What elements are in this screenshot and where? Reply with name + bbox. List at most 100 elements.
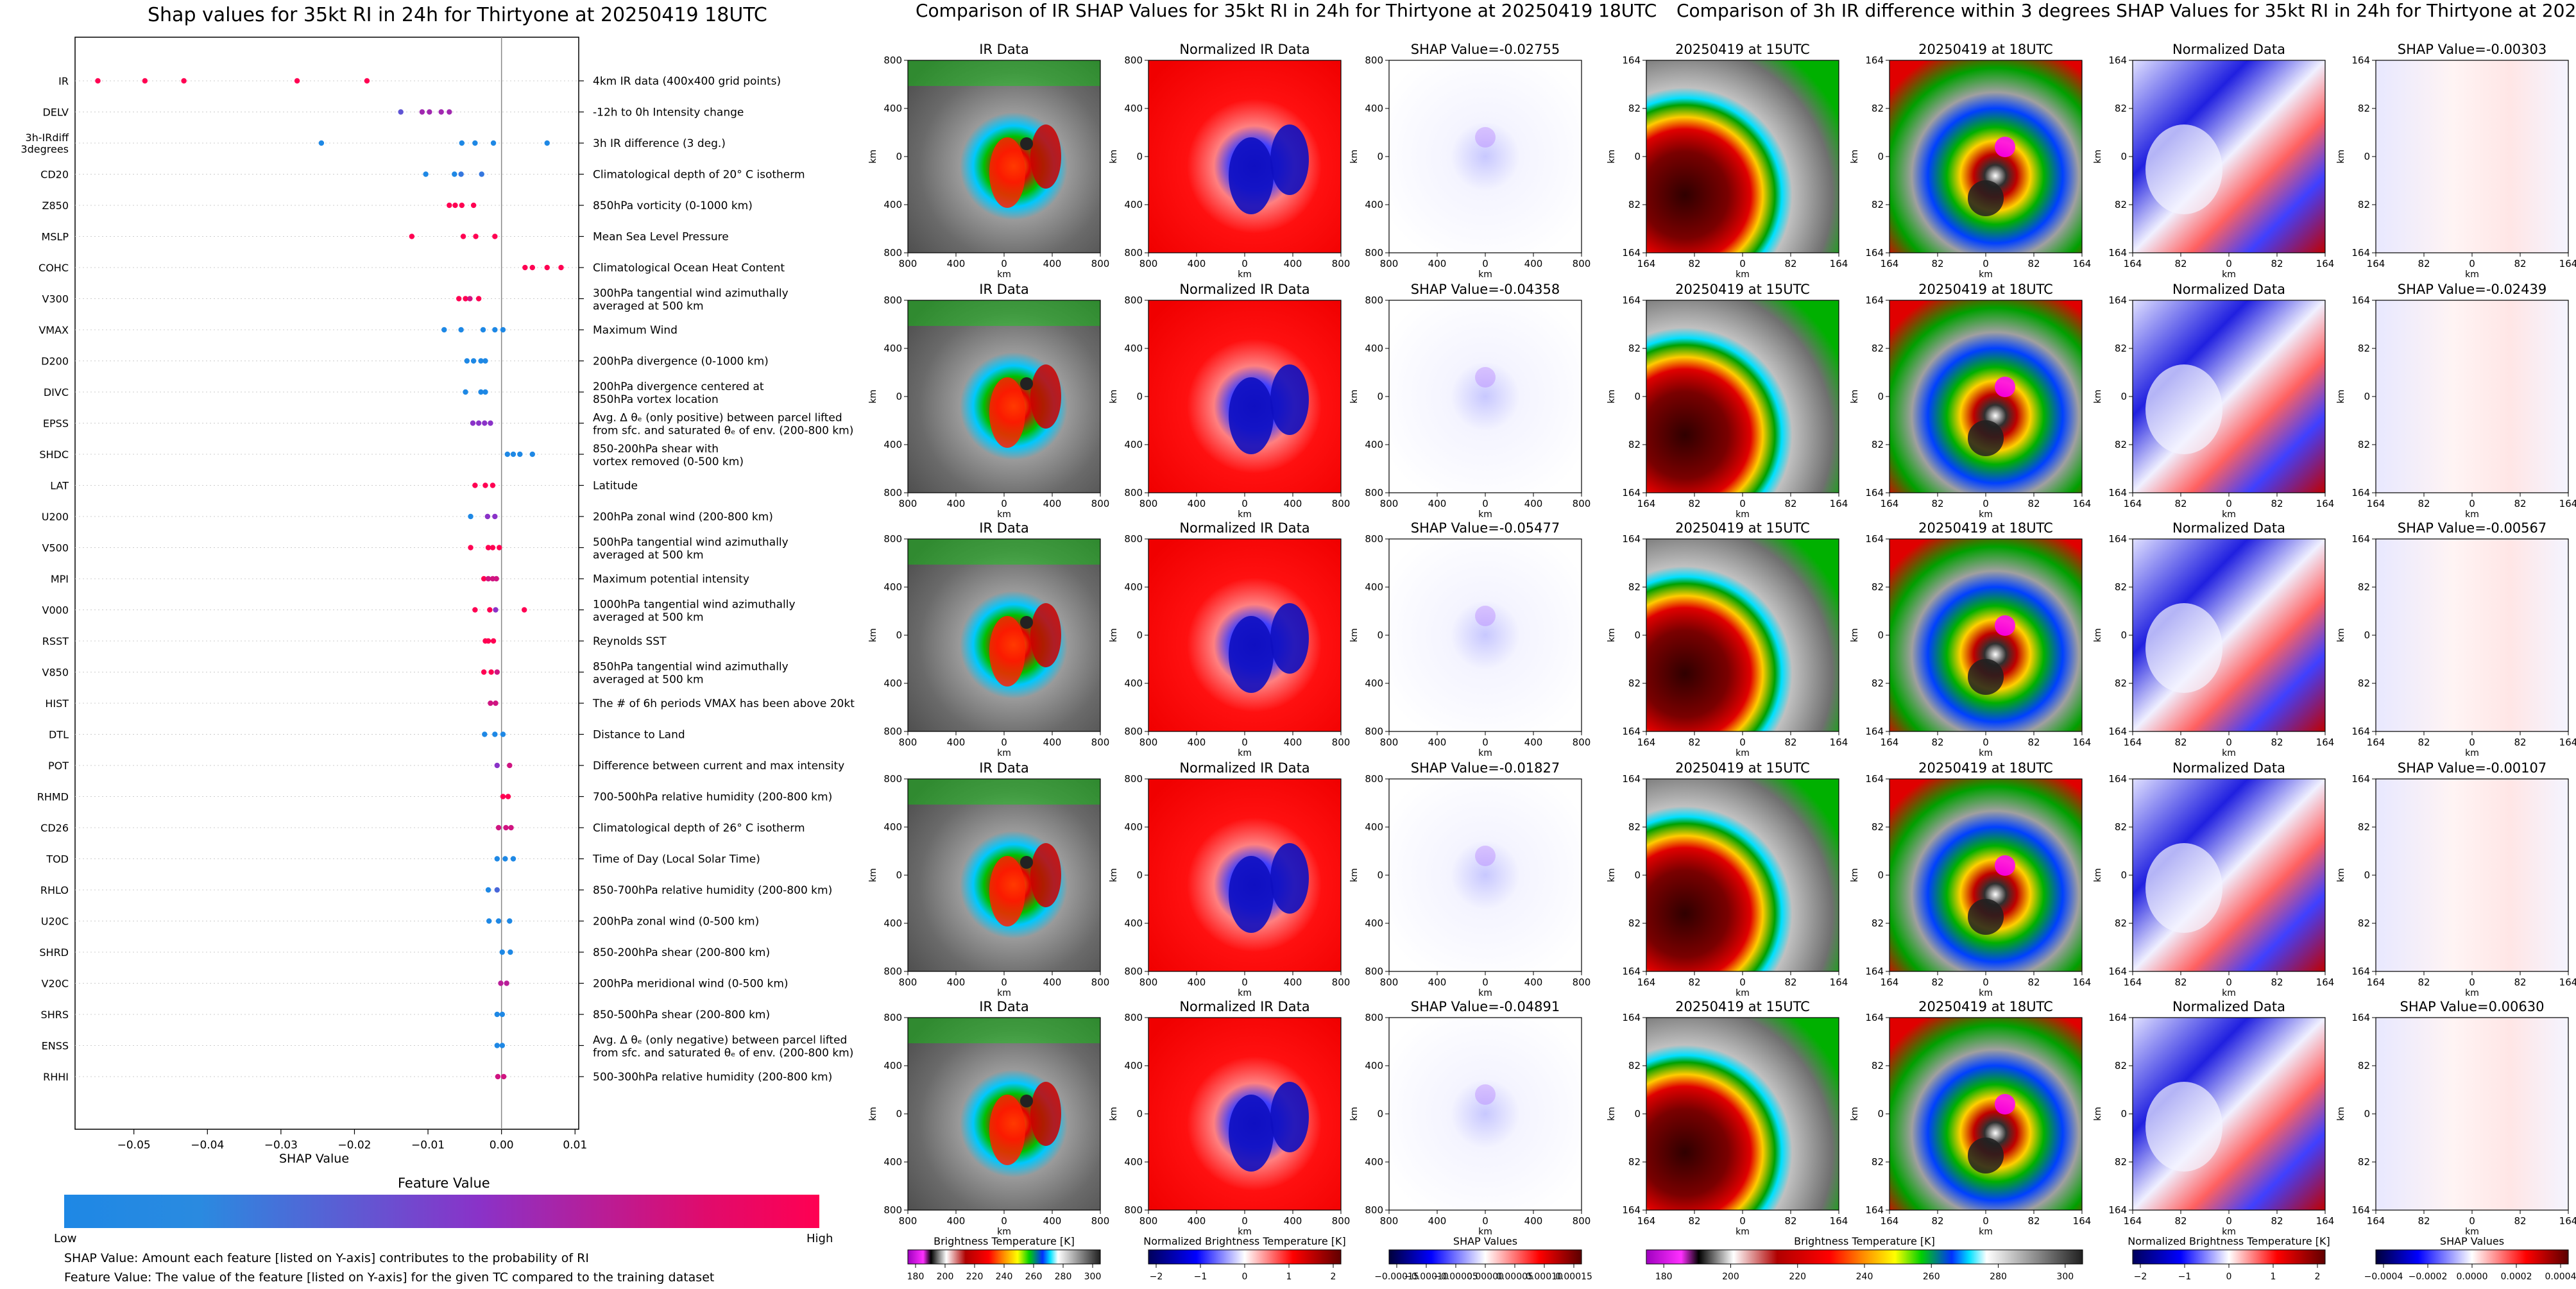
feature-label: EPSS — [43, 418, 69, 430]
colorbar-tick-label: 2 — [1331, 1272, 1336, 1282]
shap-point — [492, 234, 498, 239]
colorbar-tick-label: 240 — [996, 1272, 1013, 1282]
storm-eye — [1020, 1095, 1033, 1107]
feature-label: V000 — [42, 604, 69, 617]
normalized-ir-panel-title: Normalized IR Data — [1179, 999, 1309, 1014]
x-tick-label: 82 — [2514, 1215, 2526, 1227]
colorbar-tick-label: 220 — [966, 1272, 984, 1282]
north-convection-band — [908, 60, 1100, 86]
y-tick-label: 800 — [1365, 55, 1383, 66]
normalized-ir-panel-title: Normalized IR Data — [1179, 282, 1309, 297]
shap-point — [499, 949, 506, 955]
y-axis-label: km — [1607, 628, 1617, 642]
x-tick-label: 164 — [2073, 1215, 2092, 1227]
x-tick-label: 0 — [1482, 498, 1488, 509]
y-tick-label: 0 — [2364, 869, 2370, 881]
shap-point — [479, 171, 484, 177]
y-tick-label: 0 — [1136, 869, 1143, 881]
shap-hotspot — [1475, 127, 1496, 148]
shap-point — [500, 327, 506, 333]
y-tick-label: 82 — [2358, 678, 2370, 689]
x-tick-label: 0 — [2226, 498, 2232, 509]
y-tick-label: 82 — [1628, 103, 1641, 114]
y-tick-label: 164 — [2351, 1012, 2370, 1023]
x-tick-label: 0 — [2469, 977, 2475, 988]
x-tick-label: 82 — [2027, 258, 2040, 269]
x-tick-label: 0 — [2226, 258, 2232, 269]
y-tick-label: 800 — [1124, 1012, 1143, 1023]
shap-point — [181, 78, 187, 84]
feature-description-line: Time of Day (Local Solar Time) — [592, 853, 760, 866]
x-tick-label: 800 — [1139, 258, 1158, 269]
feature-description-line: 200hPa divergence centered at — [593, 380, 764, 393]
x-axis-label: km — [1736, 748, 1750, 758]
y-tick-label: 400 — [1124, 1060, 1143, 1071]
feature-label-line: CD26 — [40, 822, 69, 834]
x-tick-label: 800 — [1380, 498, 1399, 509]
x-tick-label: 800 — [899, 258, 917, 269]
x-tick-label: 400 — [1188, 977, 1206, 988]
x-tick-label: 82 — [1931, 1215, 1943, 1227]
colorbar-tick-label: 1 — [2271, 1272, 2276, 1282]
x-tick-label: 0.00 — [490, 1139, 514, 1152]
x-tick-label: 0 — [2226, 1215, 2232, 1227]
y-tick-label: 400 — [1124, 1156, 1143, 1168]
feature-description-line: 850hPa vortex location — [593, 393, 719, 406]
x-tick-label: 800 — [1139, 977, 1158, 988]
feature-value-high-label: High — [806, 1232, 833, 1245]
x-tick-label: 400 — [1428, 1215, 1447, 1227]
x-tick-label: 82 — [1931, 737, 1943, 748]
x-tick-label: 0 — [1241, 1215, 1248, 1227]
x-tick-label: 0 — [2469, 498, 2475, 509]
y-tick-label: 400 — [883, 821, 902, 833]
feature-description-line: from sfc. and saturated θₑ of env. (200-… — [593, 1047, 853, 1060]
y-tick-label: 82 — [1872, 581, 1884, 593]
x-tick-label: 0 — [1001, 977, 1007, 988]
feature-label-line: COHC — [38, 262, 69, 274]
colorbar-tick-label: 200 — [937, 1272, 954, 1282]
ird-shap-panel-title: SHAP Value=-0.02439 — [2398, 282, 2547, 297]
ir-shap-panel-title: SHAP Value=-0.01827 — [1411, 760, 1560, 776]
y-axis-label: km — [868, 389, 878, 404]
feature-label: Z850 — [42, 200, 69, 212]
y-axis-label: km — [868, 1107, 878, 1121]
x-tick-label: 164 — [2073, 977, 2092, 988]
y-tick-label: 82 — [1872, 821, 1884, 833]
y-tick-label: 82 — [1872, 918, 1884, 929]
colorbar-tick-label: 0.00005 — [1496, 1272, 1533, 1282]
y-tick-label: 800 — [1124, 247, 1143, 259]
x-tick-label: 164 — [1830, 1215, 1848, 1227]
x-tick-label: 0 — [1001, 258, 1007, 269]
feature-description: 500hPa tangential wind azimuthally averag… — [593, 536, 789, 562]
x-tick-label: 0 — [1739, 737, 1746, 748]
y-tick-label: 0 — [2364, 391, 2370, 402]
feature-description-line: 4km IR data (400x400 grid points) — [593, 75, 781, 88]
x-tick-label: 82 — [1784, 737, 1796, 748]
feature-description-line: 1000hPa tangential wind azimuthally — [593, 599, 796, 611]
y-tick-label: 82 — [2115, 103, 2127, 114]
x-tick-label: 800 — [1139, 498, 1158, 509]
feature-description-line: Climatological depth of 26° C isotherm — [593, 822, 805, 835]
shap-point — [142, 78, 148, 84]
y-tick-label: 0 — [896, 151, 902, 162]
x-tick-label: 164 — [2316, 1215, 2335, 1227]
x-tick-label: 82 — [2027, 1215, 2040, 1227]
coldest-top-18utc — [1995, 137, 2015, 157]
ir-15utc-panel-title: 20250419 at 15UTC — [1675, 520, 1810, 536]
x-tick-label: 164 — [2316, 737, 2335, 748]
feature-description-line: Climatological depth of 20° C isotherm — [593, 169, 805, 182]
colorbar — [907, 1249, 1101, 1265]
y-axis-label: km — [2336, 389, 2346, 404]
y-tick-label: 800 — [1365, 295, 1383, 306]
ir-data-panel-title: IR Data — [979, 282, 1029, 297]
feature-description: Reynolds SST — [593, 635, 667, 648]
feature-description: Climatological Ocean Heat Content — [593, 262, 785, 275]
feature-label-line: POT — [48, 760, 69, 772]
shap-point — [502, 856, 508, 862]
x-axis-label: km — [1736, 1227, 1750, 1237]
y-tick-label: 800 — [883, 773, 902, 785]
y-tick-label: 164 — [2108, 726, 2127, 737]
x-tick-label: 0 — [1983, 498, 1989, 509]
feature-description-line: 200hPa zonal wind (0-500 km) — [593, 916, 759, 928]
x-tick-label: 800 — [1139, 1215, 1158, 1227]
